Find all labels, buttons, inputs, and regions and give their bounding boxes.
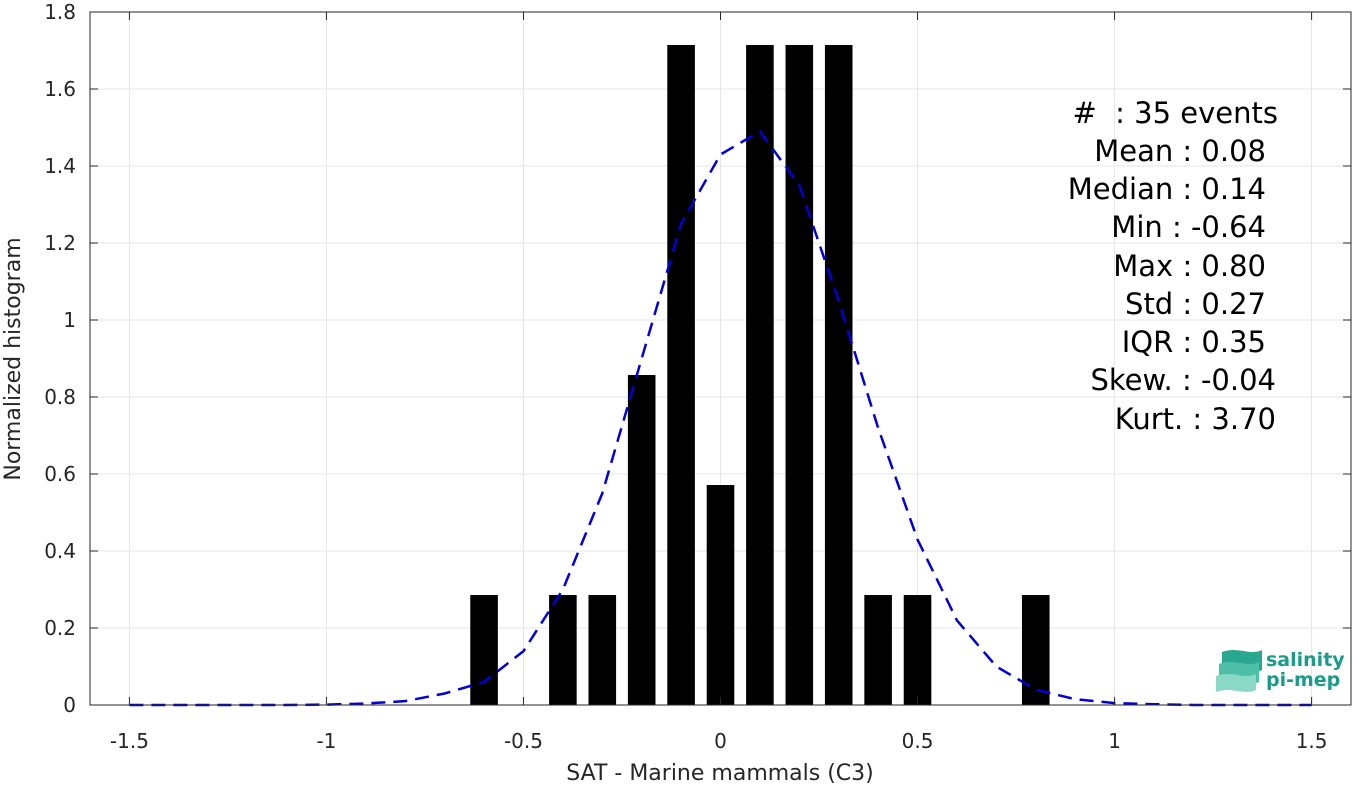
logo-text-pi-mep: pi-mep	[1266, 669, 1340, 691]
stat-max: Max : 0.80	[1113, 249, 1266, 283]
stat-kurt: Kurt. : 3.70	[1115, 402, 1276, 436]
y-tick-label: 0	[63, 693, 76, 717]
y-tick-label: 1.4	[44, 154, 76, 178]
stats-block: # : 35 events Mean : 0.08 Median : 0.14 …	[1068, 96, 1278, 436]
stat-std: Std : 0.27	[1125, 287, 1266, 321]
y-tick-label: 1.6	[44, 77, 76, 101]
y-tick-label: 0.6	[44, 462, 76, 486]
y-tick-label: 0.8	[44, 385, 76, 409]
histogram-bar	[746, 44, 774, 705]
histogram-bar	[864, 595, 892, 705]
y-tick-label: 1.8	[44, 0, 76, 24]
y-tick-label: 1	[63, 308, 76, 332]
histogram-bar	[667, 44, 695, 705]
histogram-bar	[470, 595, 498, 705]
stat-count: # : 35 events	[1072, 96, 1278, 130]
stat-min: Min : -0.64	[1111, 210, 1266, 244]
x-tick-label: -1.5	[110, 729, 149, 753]
stat-skew: Skew. : -0.04	[1090, 363, 1276, 397]
x-tick-labels: -1.5 -1 -0.5 0 0.5 1 1.5	[110, 729, 1328, 753]
histogram-bar	[1021, 595, 1050, 705]
histogram-bar	[588, 595, 617, 705]
salinity-pi-mep-logo: salinity pi-mep	[1216, 649, 1345, 692]
x-tick-label: 0.5	[902, 729, 934, 753]
histogram-bar	[549, 595, 577, 705]
histogram-bar	[903, 595, 932, 705]
histogram-bar	[824, 44, 853, 705]
logo-text-salinity: salinity	[1266, 649, 1345, 671]
y-tick-label: 0.4	[44, 539, 76, 563]
histogram-bar	[706, 485, 735, 705]
x-tick-label: 1	[1108, 729, 1121, 753]
histogram-bars	[470, 44, 1050, 705]
x-tick-label: -0.5	[504, 729, 543, 753]
y-axis-label: Normalized histogram	[1, 237, 26, 480]
stat-median: Median : 0.14	[1068, 172, 1266, 206]
x-tick-label: 1.5	[1296, 729, 1328, 753]
y-tick-label: 0.2	[44, 616, 76, 640]
x-tick-label: -1	[316, 729, 336, 753]
y-tick-labels: 0 0.2 0.4 0.6 0.8 1 1.2 1.4 1.6 1.8	[44, 0, 76, 717]
x-axis-label: SAT - Marine mammals (C3)	[566, 761, 874, 785]
histogram-bar	[627, 375, 656, 705]
axis-ticks	[90, 11, 1351, 706]
x-tick-label: 0	[714, 729, 727, 753]
y-tick-label: 1.2	[44, 231, 76, 255]
histogram-bar	[785, 44, 814, 705]
stat-mean: Mean : 0.08	[1094, 134, 1266, 168]
stat-iqr: IQR : 0.35	[1122, 325, 1266, 359]
logo-wave-icon	[1216, 650, 1262, 692]
